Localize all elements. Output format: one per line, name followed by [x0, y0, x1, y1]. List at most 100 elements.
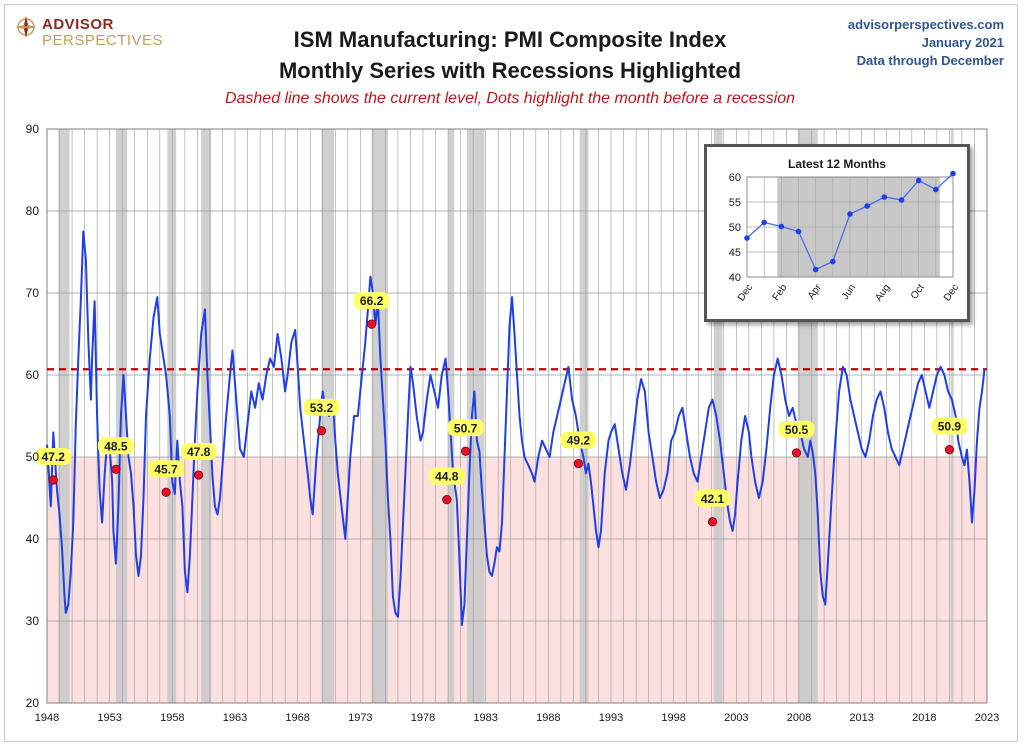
- highlight-label: 50.9: [938, 420, 962, 434]
- x-tick-label: 1948: [35, 712, 59, 724]
- inset-data-point: [744, 235, 750, 241]
- x-tick-label: 1993: [599, 712, 623, 724]
- logo-line2: PERSPECTIVES: [42, 32, 164, 49]
- title-line2: Monthly Series with Recessions Highlight…: [278, 58, 742, 83]
- inset-data-point: [778, 223, 785, 230]
- source-block: advisorperspectives.com January 2021 Dat…: [848, 16, 1004, 70]
- highlight-label: 45.7: [154, 462, 178, 476]
- inset-data-point: [795, 228, 802, 235]
- highlight-label: 47.8: [187, 445, 211, 459]
- x-tick-label: 2018: [912, 712, 936, 724]
- recession-band-8: [579, 129, 589, 703]
- x-tick-label: 2013: [849, 712, 873, 724]
- inset-plot-border: [746, 176, 954, 278]
- highlight-label-bg: [97, 437, 134, 455]
- inset-title: Latest 12 Months: [787, 157, 886, 171]
- pre-recession-dot: [573, 458, 584, 469]
- x-tick-label: 1973: [348, 712, 372, 724]
- x-tick-label: 1988: [536, 712, 560, 724]
- x-tick-label: 1958: [160, 712, 184, 724]
- inset-data-point: [761, 219, 767, 226]
- recession-band-6: [448, 129, 455, 703]
- highlight-label-bg: [180, 443, 217, 461]
- inset-data-point: [881, 194, 888, 200]
- pre-recession-dot: [194, 470, 204, 480]
- pre-recession-dot: [48, 475, 58, 485]
- highlight-label: 50.5: [785, 423, 809, 437]
- pre-recession-dot: [161, 487, 171, 497]
- inset-y-tick-label: 55: [729, 197, 741, 209]
- y-tick-label: 80: [26, 204, 40, 218]
- pre-recession-dot: [944, 445, 955, 455]
- highlight-label-bg: [560, 431, 597, 449]
- inset-panel: 40 45 50 55 60 Dec Feb Apr Jun Aug Oct Dec Latest 1…: [704, 144, 970, 322]
- highlight-label-bg: [931, 417, 968, 435]
- y-tick-label: 20: [26, 696, 40, 710]
- inset-x-tick-label: Oct: [909, 282, 927, 301]
- inset-y-tick-label: 50: [729, 222, 741, 234]
- pmi-series-line: [46, 230, 986, 627]
- inset-data-point: [864, 203, 870, 209]
- highlight-label: 42.1: [701, 492, 725, 506]
- highlight-label-bg: [303, 398, 340, 416]
- inset-data-point: [933, 186, 939, 193]
- inset-y-tick-label: 60: [729, 172, 741, 184]
- pre-recession-dot: [791, 448, 802, 458]
- highlight-label-bg: [428, 467, 465, 485]
- highlight-label: 53.2: [310, 401, 334, 415]
- pre-recession-dot: [316, 426, 327, 436]
- y-tick-label: 40: [26, 532, 40, 546]
- highlight-label-bg: [447, 419, 484, 437]
- inset-x-tick-label: Apr: [806, 282, 824, 302]
- compass-rose-icon: [15, 16, 37, 38]
- y-tick-label: 30: [26, 614, 40, 628]
- recession-band-11: [950, 129, 954, 703]
- inset-data-point: [847, 211, 853, 217]
- highlight-label-bg: [35, 447, 72, 465]
- highlight-label: 44.8: [435, 470, 459, 484]
- inset-data-point: [950, 170, 956, 177]
- inset-x-tick-label: Feb: [771, 282, 790, 303]
- source-site: advisorperspectives.com: [847, 17, 1004, 32]
- x-tick-label: 1953: [97, 712, 121, 724]
- source-note: Data through December: [856, 53, 1004, 68]
- inset-data-point: [915, 177, 922, 184]
- pre-recession-dot: [707, 517, 718, 527]
- title-line1: ISM Manufacturing: PMI Composite Index: [293, 27, 727, 52]
- x-tick-label: 1978: [411, 712, 435, 724]
- recession-band-9: [713, 129, 723, 703]
- highlight-label-bg: [353, 292, 390, 310]
- recession-band-2: [167, 129, 177, 703]
- inset-y-tick-label: 40: [729, 272, 741, 284]
- x-tick-label: 2008: [787, 712, 811, 724]
- recession-band-0: [58, 129, 70, 703]
- inset-x-tick-label: Dec: [942, 282, 961, 303]
- pre-recession-dot: [461, 446, 471, 456]
- inset-x-tick-label: Dec: [736, 282, 755, 303]
- pre-recession-dot: [367, 319, 377, 329]
- x-tick-label: 2003: [724, 712, 748, 724]
- source-date: January 2021: [921, 35, 1004, 50]
- highlight-label: 47.2: [42, 450, 66, 464]
- inset-data-point: [898, 197, 905, 203]
- inset-x-tick-label: Jun: [840, 282, 858, 302]
- inset-chart: 40 45 50 55 60 Dec Feb Apr Jun Aug Oct Dec: [729, 170, 961, 303]
- pre-recession-dot: [111, 464, 121, 474]
- inset-y-tick-label: 45: [729, 247, 741, 259]
- plot-border: [46, 128, 988, 704]
- logo-line1: ADVISOR: [42, 16, 114, 33]
- recession-band-4: [321, 129, 335, 703]
- highlight-label: 48.5: [104, 439, 128, 453]
- y-tick-label: 90: [26, 122, 40, 136]
- x-tick-label: 1998: [661, 712, 685, 724]
- recession-band-5: [371, 129, 388, 703]
- pre-recession-dot: [442, 495, 452, 505]
- inset-data-point: [812, 266, 819, 273]
- recession-band-3: [201, 129, 212, 703]
- x-tick-label: 1963: [223, 712, 247, 724]
- x-tick-label: 2023: [975, 712, 999, 724]
- chart-title: ISM Manufacturing: PMI Composite Index M…: [230, 24, 790, 86]
- chart-subtitle: Dashed line shows the current level, Dot…: [224, 90, 796, 107]
- y-tick-label: 70: [26, 286, 40, 300]
